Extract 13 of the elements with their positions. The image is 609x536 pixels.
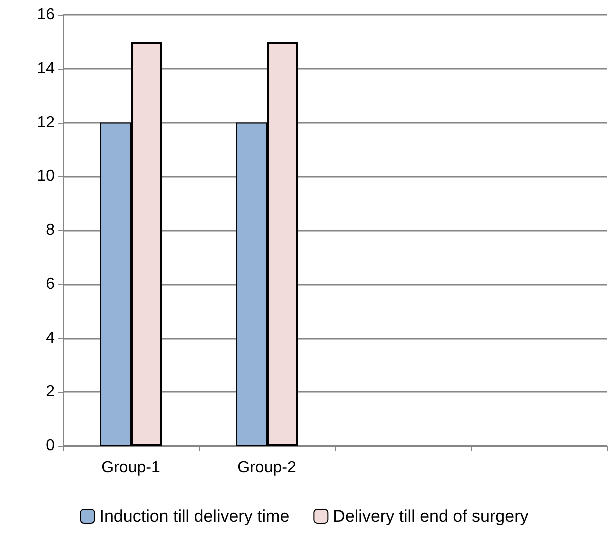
- y-tick-label: 8: [46, 222, 56, 239]
- y-tick-label: 12: [37, 114, 56, 132]
- y-tick-label: 10: [37, 168, 56, 186]
- y-tick-label: 4: [46, 330, 56, 347]
- legend-label: Delivery till end of surgery: [333, 507, 530, 526]
- x-tick-label: Group-2: [238, 460, 296, 476]
- x-tick-label: Group-1: [102, 460, 160, 476]
- y-tick-label: 6: [46, 276, 56, 293]
- legend-label: Induction till delivery time: [100, 507, 290, 526]
- y-tick-label: 14: [37, 60, 56, 78]
- y-tick-label: 2: [46, 384, 56, 401]
- y-tick-label: 0: [46, 438, 56, 454]
- y-tick-label: 16: [37, 6, 56, 24]
